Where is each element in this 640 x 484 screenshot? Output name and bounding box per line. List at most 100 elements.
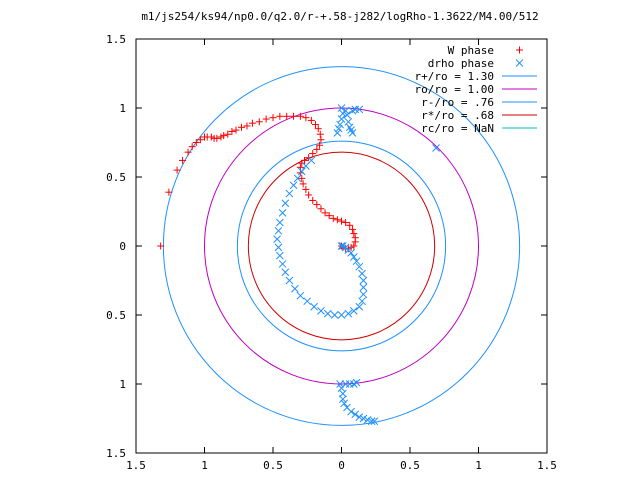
w-phase-point-51 <box>329 214 337 222</box>
drho-phase-point-68 <box>370 417 379 426</box>
drho-phase-point-60 <box>340 399 349 408</box>
drho-phase-point-11 <box>348 128 357 137</box>
w-phase-point-54 <box>342 219 350 227</box>
legend-label-6: rc/ro = NaN <box>421 122 494 135</box>
drho-phase-point-36 <box>317 307 325 315</box>
w-phase-point-53 <box>338 217 345 225</box>
w-phase-point-3 <box>179 156 187 164</box>
w-phase-point-24 <box>276 112 284 120</box>
drho-phase-point-17 <box>302 162 310 170</box>
drho-phase-point-40 <box>344 309 353 318</box>
w-phase-point-4 <box>184 148 192 156</box>
drho-phase-point-62 <box>347 407 355 416</box>
w-phase-point-0 <box>157 242 165 250</box>
drho-phase-point-65 <box>359 414 368 423</box>
w-phase-point-22 <box>262 115 270 123</box>
y-tick-label-0: 1.5 <box>106 33 126 46</box>
drho-phase-point-55 <box>337 242 346 250</box>
drho-phase-point-10 <box>347 126 355 134</box>
w-phase-point-29 <box>307 116 315 124</box>
drho-phase-point-39 <box>337 311 346 319</box>
drho-phase-point-38 <box>330 311 339 319</box>
drho-phase-point-64 <box>355 413 364 421</box>
drho-phase-point-37 <box>323 309 332 318</box>
w-phase-point-2 <box>173 166 181 174</box>
w-phase-point-55 <box>346 221 354 229</box>
drho-phase-point-50 <box>349 253 358 261</box>
drho-phase-point-21 <box>285 189 294 198</box>
drho-phase-point-3 <box>336 120 344 129</box>
y-tick-label-1: 1 <box>119 102 126 115</box>
legend-label-1: drho phase <box>428 57 494 70</box>
drho-phase-point-18 <box>297 167 306 176</box>
drho-phase-point-47 <box>358 269 366 278</box>
w-phase-point-7 <box>196 136 204 144</box>
legend-label-5: r*/ro = .68 <box>421 109 494 122</box>
w-phase-point-5 <box>188 143 196 151</box>
w-phase-point-25 <box>283 112 291 120</box>
drho-phase-point-35 <box>310 302 318 311</box>
drho-phase-point-58 <box>339 389 347 398</box>
y-tick-label-6: 1.5 <box>106 447 126 460</box>
drho-phase-point-2 <box>337 115 346 123</box>
drho-phase-point-27 <box>274 243 283 252</box>
drho-phase-point-30 <box>281 268 290 277</box>
x-tick-label-6: 1.5 <box>537 459 557 472</box>
drho-phase-point-26 <box>273 235 281 243</box>
w-phase-point-14 <box>220 132 228 140</box>
w-phase-point-34 <box>316 141 324 149</box>
drho-phase-point-44 <box>359 290 368 299</box>
w-phase-point-19 <box>243 122 251 130</box>
drho-phase-point-25 <box>274 226 283 235</box>
w-phase-point-43 <box>299 180 307 188</box>
drho-phase-point-33 <box>296 291 305 300</box>
w-phase-point-6 <box>192 139 200 146</box>
drho-phase-point-34 <box>303 297 312 306</box>
drho-phase-point-23 <box>278 209 287 217</box>
drho-phase-point-5 <box>333 128 342 137</box>
w-phase-point-36 <box>309 150 317 158</box>
drho-phase-point-8 <box>344 117 353 126</box>
y-tick-label-3: 0 <box>119 240 126 253</box>
chart-title: m1/js254/ks94/np0.0/q2.0/r-+.58-j282/log… <box>141 10 538 23</box>
drho-phase-point-32 <box>291 284 299 293</box>
w-phase-point-57 <box>350 230 358 238</box>
w-phase-point-46 <box>309 196 317 204</box>
circle-5 <box>247 151 436 341</box>
x-tick-label-0: 1.5 <box>126 459 146 472</box>
w-phase-point-52 <box>333 216 341 224</box>
w-phase-point-45 <box>305 191 313 199</box>
drho-phase-point-28 <box>275 251 284 260</box>
drho-phase-point-15 <box>432 144 440 152</box>
drho-phase-point-42 <box>355 302 364 311</box>
circle-4 <box>236 140 447 352</box>
drho-phase-point-29 <box>278 260 287 268</box>
w-phase-point-39 <box>298 159 306 167</box>
drho-phase-point-59 <box>339 395 347 404</box>
drho-phase-point-22 <box>281 199 290 208</box>
drho-phase-point-19 <box>293 174 302 183</box>
axes: 1.5 1 0.5 0 0.5 1 1.51.510.500.511.5 <box>106 33 557 472</box>
drho-phase-point-20 <box>289 181 298 190</box>
w-phase-point-33 <box>317 136 325 144</box>
w-phase-point-28 <box>302 114 310 122</box>
w-phase-point-47 <box>313 201 321 209</box>
w-phase-point-26 <box>290 112 298 120</box>
w-phase-point-18 <box>237 123 245 131</box>
x-tick-label-4: 0.5 <box>400 459 420 472</box>
x-tick-label-3: 0 <box>338 459 345 472</box>
w-phase-point-30 <box>311 121 319 129</box>
w-phase-point-35 <box>313 145 321 153</box>
drho-phase-point-43 <box>358 297 366 306</box>
w-phase-point-50 <box>325 212 333 220</box>
legend-label-2: r+/ro = 1.30 <box>415 70 494 83</box>
drho-phase-point-56 <box>336 380 344 388</box>
drho-phase-point-67 <box>367 417 376 426</box>
w-phase-point-17 <box>232 126 240 134</box>
y-tick-label-5: 1 <box>119 378 126 391</box>
drho-phase-point-4 <box>334 124 343 133</box>
x-tick-label-5: 1 <box>475 459 482 472</box>
